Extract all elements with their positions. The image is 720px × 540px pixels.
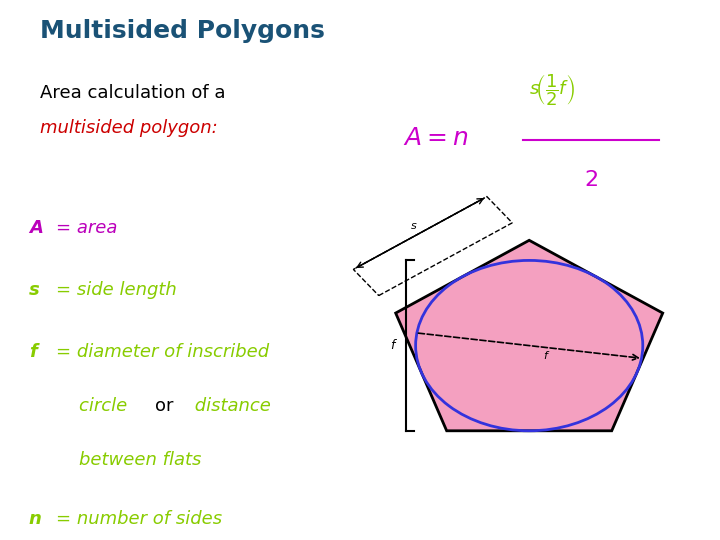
Text: distance: distance — [189, 397, 271, 415]
Text: f: f — [29, 343, 37, 361]
Text: $2$: $2$ — [584, 170, 598, 190]
Text: Multisided Polygons: Multisided Polygons — [40, 19, 325, 43]
Text: circle: circle — [79, 397, 133, 415]
Polygon shape — [354, 197, 512, 295]
Text: $\mathit{A} = \mathit{n}$: $\mathit{A} = \mathit{n}$ — [403, 126, 469, 150]
Text: between flats: between flats — [79, 451, 202, 469]
Text: s: s — [29, 281, 40, 299]
Text: multisided polygon:: multisided polygon: — [40, 119, 217, 137]
Text: n: n — [29, 510, 42, 528]
Text: f: f — [544, 351, 547, 361]
Text: Area calculation of a: Area calculation of a — [40, 84, 225, 102]
Text: = area: = area — [56, 219, 117, 237]
Text: f: f — [390, 339, 394, 352]
Text: s: s — [411, 221, 417, 232]
Polygon shape — [396, 240, 662, 431]
Text: or: or — [155, 397, 174, 415]
Text: $\mathit{s}\!\left(\dfrac{1}{2}\mathit{f}\right)$: $\mathit{s}\!\left(\dfrac{1}{2}\mathit{f… — [529, 72, 575, 108]
Text: = number of sides: = number of sides — [56, 510, 222, 528]
Text: = diameter of inscribed: = diameter of inscribed — [56, 343, 269, 361]
Text: = side length: = side length — [56, 281, 177, 299]
Text: A: A — [29, 219, 42, 237]
